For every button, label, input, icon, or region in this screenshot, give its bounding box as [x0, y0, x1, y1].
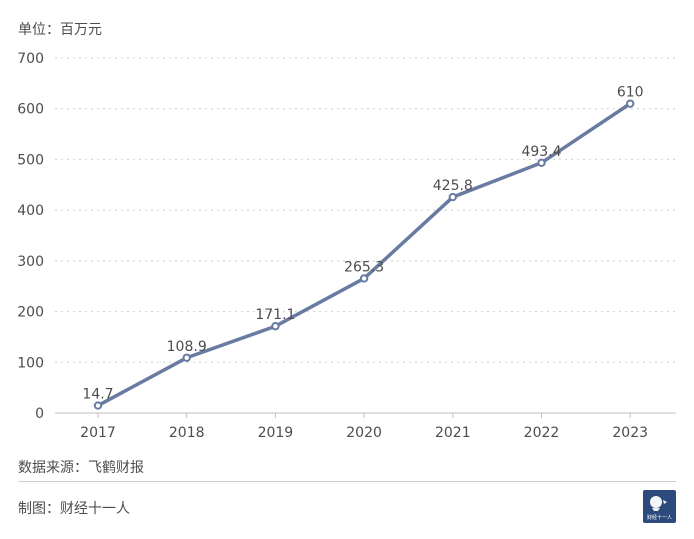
data-label: 493.4 [521, 144, 561, 160]
y-tick-label: 300 [17, 254, 44, 270]
x-tick-label: 2018 [169, 425, 205, 441]
credit-label: 制图：财经十一人 [18, 501, 130, 517]
data-point [271, 322, 280, 331]
data-point [537, 158, 546, 167]
data-point [93, 401, 103, 410]
x-tick-label: 2022 [524, 425, 560, 441]
x-tick-label: 2019 [258, 425, 294, 441]
unit-label: 单位：百万元 [18, 22, 102, 38]
x-tick-label: 2017 [80, 425, 116, 441]
y-tick-label: 100 [17, 355, 44, 371]
data-label: 610 [617, 85, 644, 101]
data-label: 14.7 [82, 387, 113, 403]
y-tick-label: 200 [17, 305, 44, 321]
y-axis: 0 100 200 300 400 500 600 700 [17, 51, 44, 422]
x-tick-label: 2023 [612, 425, 648, 441]
x-axis [55, 412, 676, 418]
data-label: 108.9 [167, 339, 207, 355]
data-markers [93, 99, 635, 410]
brand-logo-icon: 财经十一人 [643, 490, 676, 523]
y-tick-label: 600 [17, 102, 44, 118]
data-label: 171.1 [255, 307, 295, 323]
y-tick-label: 500 [17, 152, 44, 168]
data-point [182, 353, 191, 362]
footer-divider [18, 481, 676, 482]
logo-text: 财经十一人 [647, 514, 672, 521]
x-tick-label: 2020 [346, 425, 382, 441]
data-label: 425.8 [433, 178, 473, 194]
y-tick-label: 400 [17, 203, 44, 219]
data-point [448, 192, 457, 202]
grid-lines [55, 57, 676, 363]
y-tick-label: 0 [35, 406, 44, 422]
data-label: 265.3 [344, 259, 384, 275]
x-tick-label: 2021 [435, 425, 471, 441]
data-labels: 14.7 108.9 171.1 265.3 425.8 493.4 610 [82, 85, 643, 403]
y-tick-label: 700 [17, 51, 44, 67]
x-tick-labels: 2017 2018 2019 2020 2021 2022 2023 [80, 425, 648, 441]
data-point [626, 99, 635, 108]
data-point [359, 274, 369, 283]
data-source-label: 数据来源：飞鹤财报 [18, 460, 144, 476]
